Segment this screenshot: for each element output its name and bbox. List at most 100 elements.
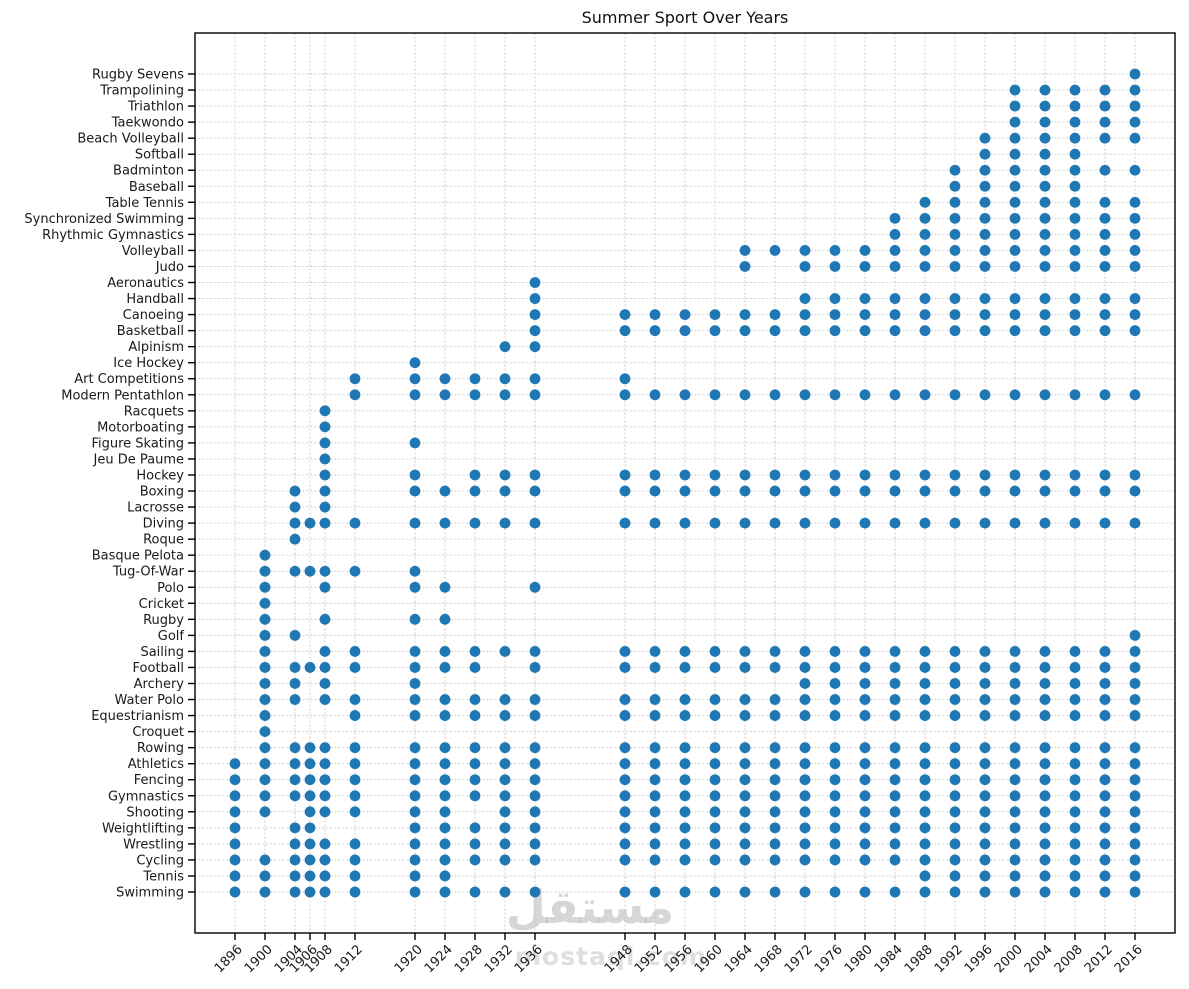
data-point bbox=[499, 742, 511, 754]
data-point bbox=[499, 758, 511, 770]
data-point bbox=[679, 710, 691, 721]
data-point bbox=[799, 325, 811, 337]
data-point bbox=[949, 710, 961, 721]
data-point bbox=[304, 662, 316, 673]
data-point bbox=[229, 774, 241, 786]
y-tick-label: Table Tennis bbox=[105, 196, 185, 211]
data-point bbox=[1009, 309, 1021, 320]
data-point bbox=[829, 678, 841, 689]
data-point bbox=[799, 710, 811, 721]
data-point bbox=[319, 501, 331, 513]
data-point bbox=[319, 565, 331, 577]
data-point bbox=[949, 758, 961, 770]
data-point bbox=[499, 373, 511, 385]
data-point bbox=[289, 517, 301, 529]
data-point bbox=[1099, 758, 1111, 770]
x-tick-label: 1920 bbox=[392, 942, 426, 976]
y-tick-label: Badminton bbox=[113, 164, 184, 179]
data-point bbox=[1039, 245, 1051, 256]
data-point bbox=[1069, 293, 1081, 304]
data-point bbox=[439, 662, 451, 673]
data-point bbox=[499, 485, 511, 497]
data-point bbox=[439, 694, 451, 705]
data-point bbox=[1099, 212, 1111, 224]
data-point bbox=[259, 726, 271, 738]
y-tick-label: Swimming bbox=[116, 886, 184, 901]
data-point bbox=[1129, 228, 1141, 240]
data-point bbox=[409, 774, 421, 786]
data-point bbox=[319, 469, 331, 481]
data-point bbox=[709, 758, 721, 770]
data-point bbox=[1099, 838, 1111, 850]
data-point bbox=[919, 710, 931, 721]
data-point bbox=[1129, 325, 1141, 337]
data-point bbox=[859, 261, 871, 272]
data-point bbox=[919, 790, 931, 802]
data-point bbox=[304, 838, 316, 850]
data-point bbox=[289, 870, 301, 882]
x-tick-label: 2008 bbox=[1052, 942, 1086, 976]
y-tick-label: Beach Volleyball bbox=[77, 132, 184, 147]
data-point bbox=[1009, 180, 1021, 192]
data-point bbox=[469, 694, 481, 705]
data-point bbox=[679, 822, 691, 834]
data-point bbox=[799, 822, 811, 834]
y-tick-label: Water Polo bbox=[115, 693, 185, 708]
data-point bbox=[319, 838, 331, 850]
data-point bbox=[1099, 646, 1111, 657]
data-point bbox=[829, 325, 841, 337]
data-point bbox=[1009, 228, 1021, 240]
data-point bbox=[1009, 164, 1021, 176]
data-point bbox=[529, 694, 541, 705]
data-point bbox=[409, 758, 421, 770]
data-point bbox=[979, 132, 991, 144]
data-point bbox=[979, 662, 991, 673]
data-point bbox=[319, 678, 331, 689]
data-point bbox=[829, 261, 841, 272]
data-point bbox=[1069, 774, 1081, 786]
data-point bbox=[649, 790, 661, 802]
data-point bbox=[739, 309, 751, 320]
data-point bbox=[1069, 838, 1081, 850]
data-point bbox=[1009, 710, 1021, 721]
data-point bbox=[409, 613, 421, 625]
data-point bbox=[1099, 164, 1111, 176]
data-point bbox=[1069, 806, 1081, 818]
data-point bbox=[709, 838, 721, 850]
data-point bbox=[709, 662, 721, 673]
data-point bbox=[409, 886, 421, 898]
data-point bbox=[919, 212, 931, 224]
data-point bbox=[1129, 694, 1141, 705]
data-point bbox=[349, 774, 361, 786]
data-point bbox=[304, 790, 316, 802]
data-point bbox=[739, 806, 751, 818]
data-point bbox=[1039, 838, 1051, 850]
data-point bbox=[1009, 694, 1021, 705]
data-point bbox=[919, 854, 931, 866]
data-point bbox=[799, 517, 811, 529]
data-point bbox=[259, 565, 271, 577]
data-point bbox=[1129, 132, 1141, 144]
data-point bbox=[529, 662, 541, 673]
data-point bbox=[679, 790, 691, 802]
data-point bbox=[949, 245, 961, 256]
data-point bbox=[289, 694, 301, 705]
data-point bbox=[439, 822, 451, 834]
data-point bbox=[889, 212, 901, 224]
data-point bbox=[1039, 212, 1051, 224]
data-point bbox=[619, 758, 631, 770]
data-point bbox=[859, 662, 871, 673]
data-point bbox=[979, 758, 991, 770]
x-tick-label: 1912 bbox=[332, 942, 366, 976]
data-point bbox=[439, 838, 451, 850]
data-point bbox=[1099, 886, 1111, 898]
data-point bbox=[1009, 84, 1021, 96]
data-point bbox=[349, 790, 361, 802]
data-point bbox=[679, 854, 691, 866]
data-point bbox=[1099, 116, 1111, 128]
x-tick-label: 1928 bbox=[452, 942, 486, 976]
data-point bbox=[919, 309, 931, 320]
y-tick-label: Trampolining bbox=[99, 84, 184, 99]
data-point bbox=[1039, 886, 1051, 898]
data-point bbox=[979, 742, 991, 754]
